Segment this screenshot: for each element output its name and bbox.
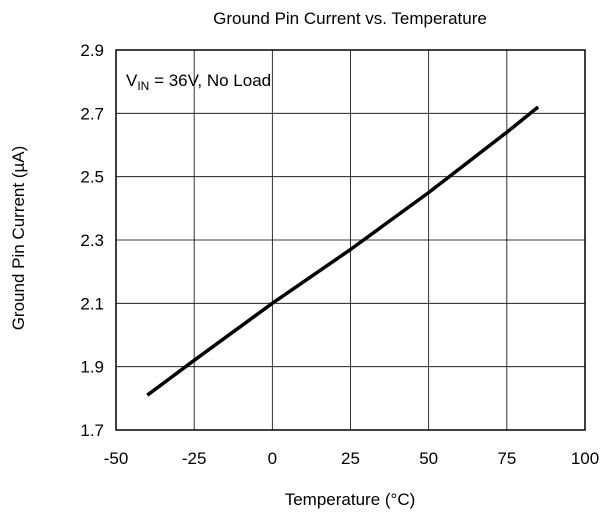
x-tick-label-6: 100	[571, 449, 599, 468]
y-tick-label-0: 1.7	[80, 421, 104, 440]
x-tick-label-5: 75	[497, 449, 516, 468]
y-axis-label: Ground Pin Current (µA)	[9, 146, 28, 331]
x-tick-label-1: -25	[182, 449, 207, 468]
series-lines	[146, 105, 540, 397]
y-tick-label-2: 2.1	[80, 294, 104, 313]
y-tick-label-3: 2.3	[80, 231, 104, 250]
x-tick-label-4: 50	[419, 449, 438, 468]
series-line-0	[146, 105, 540, 397]
grid-lines	[116, 50, 585, 430]
x-tick-label-2: 0	[268, 449, 277, 468]
plot-frame	[115, 49, 586, 431]
y-tick-label-1: 1.9	[80, 358, 104, 377]
y-tick-label-6: 2.9	[80, 41, 104, 60]
annotation-main: V	[126, 71, 138, 90]
x-tick-label-3: 25	[341, 449, 360, 468]
annotation-rest: = 36V, No Load	[149, 71, 271, 90]
annotation-subscript: IN	[137, 79, 149, 93]
y-tick-label-5: 2.7	[80, 104, 104, 123]
x-tick-label-0: -50	[104, 449, 129, 468]
y-tick-label-4: 2.5	[80, 168, 104, 187]
tick-labels: -50 -25 0 25 50 75 100 1.7 1.9 2.1 2.3 2.5 2.7 2.9	[80, 41, 599, 468]
chart-title: Ground Pin Current vs. Temperature	[213, 9, 487, 28]
annotation-vin: VIN = 36V, No Load	[126, 71, 271, 93]
x-axis-label: Temperature (°C)	[285, 490, 416, 509]
